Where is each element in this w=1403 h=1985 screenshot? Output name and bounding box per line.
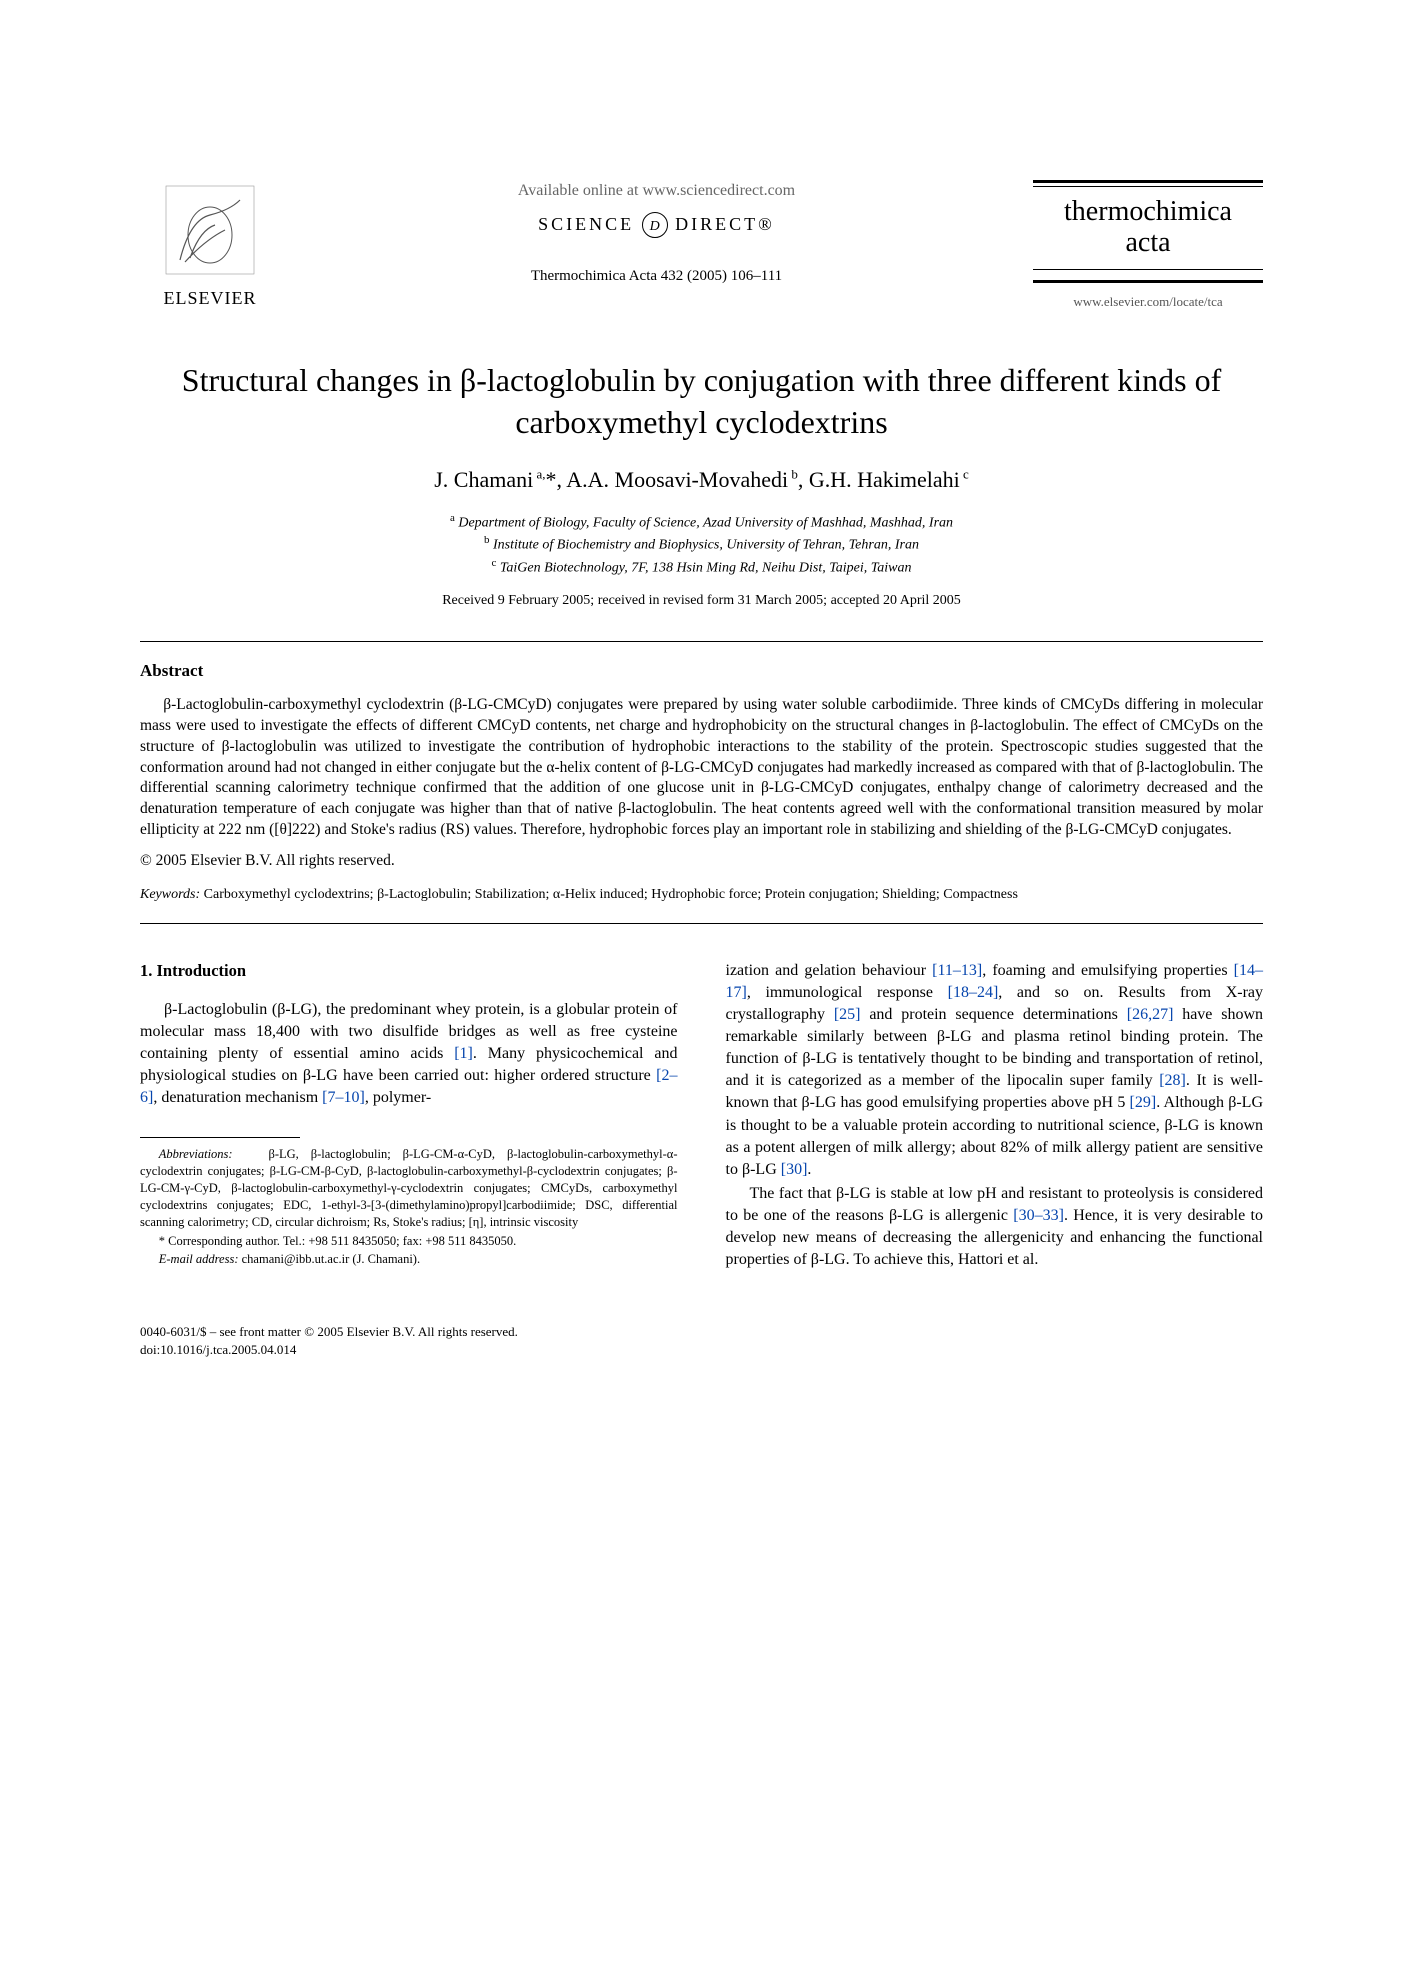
email-footnote: E-mail address: chamani@ibb.ut.ac.ir (J.…: [140, 1251, 678, 1268]
abstract-copyright: © 2005 Elsevier B.V. All rights reserved…: [140, 851, 1263, 872]
ref-link[interactable]: [2–6]: [140, 1067, 678, 1106]
email-address: chamani@ibb.ut.ac.ir (J. Chamani).: [242, 1252, 420, 1266]
ref-link[interactable]: [25]: [834, 1006, 861, 1023]
sciencedirect-left: SCIENCE: [538, 214, 634, 234]
page-footer: 0040-6031/$ – see front matter © 2005 El…: [140, 1323, 1263, 1358]
intro-para-right-1: ization and gelation behaviour [11–13], …: [726, 960, 1264, 1181]
abstract-heading: Abstract: [140, 660, 1263, 683]
body-columns: 1. Introduction β-Lactoglobulin (β-LG), …: [140, 960, 1263, 1273]
sciencedirect-circle-icon: d: [642, 212, 668, 238]
footnotes-block: Abbreviations: β-LG, β-lactoglobulin; β-…: [140, 1146, 678, 1268]
intro-para-left: β-Lactoglobulin (β-LG), the predominant …: [140, 999, 678, 1109]
ref-link[interactable]: [1]: [454, 1045, 473, 1062]
journal-name: thermochimica acta: [1033, 197, 1263, 259]
footnote-rule: [140, 1137, 300, 1138]
footer-doi: doi:10.1016/j.tca.2005.04.014: [140, 1341, 1263, 1359]
email-label: E-mail address:: [159, 1252, 239, 1266]
ref-link[interactable]: [30–33]: [1013, 1207, 1064, 1224]
ref-link[interactable]: [28]: [1159, 1072, 1186, 1089]
sciencedirect-logo: SCIENCE d DIRECT®: [300, 212, 1013, 239]
rule-thin: [1033, 186, 1263, 187]
ref-link[interactable]: [11–13]: [932, 962, 982, 979]
horizontal-rule: [140, 923, 1263, 924]
journal-name-line2: acta: [1125, 227, 1170, 258]
rule-thick: [1033, 180, 1263, 183]
affiliations: a Department of Biology, Faculty of Scie…: [140, 511, 1263, 578]
available-online-text: Available online at www.sciencedirect.co…: [300, 180, 1013, 202]
journal-name-line1: thermochimica: [1064, 196, 1232, 227]
keywords-text: Carboxymethyl cyclodextrins; β-Lactoglob…: [204, 887, 1018, 902]
corresponding-author-footnote: * Corresponding author. Tel.: +98 511 84…: [140, 1233, 678, 1250]
ref-link[interactable]: [18–24]: [948, 984, 999, 1001]
footer-front-matter: 0040-6031/$ – see front matter © 2005 El…: [140, 1323, 1263, 1341]
affiliation-c: c TaiGen Biotechnology, 7F, 138 Hsin Min…: [140, 556, 1263, 578]
affiliation-b: b Institute of Biochemistry and Biophysi…: [140, 533, 1263, 555]
elsevier-logo-icon: [160, 180, 260, 280]
abstract-body: β-Lactoglobulin-carboxymethyl cyclodextr…: [140, 695, 1263, 841]
left-column: 1. Introduction β-Lactoglobulin (β-LG), …: [140, 960, 678, 1273]
journal-header: ELSEVIER Available online at www.science…: [140, 180, 1263, 310]
intro-para-right-2: The fact that β-LG is stable at low pH a…: [726, 1183, 1264, 1271]
sciencedirect-right: DIRECT®: [675, 214, 775, 234]
keywords-line: Keywords: Carboxymethyl cyclodextrins; β…: [140, 886, 1263, 905]
authors-line: J. Chamani a,*, A.A. Moosavi-Movahedi b,…: [140, 465, 1263, 495]
rule-thick: [1033, 280, 1263, 283]
journal-citation: Thermochimica Acta 432 (2005) 106–111: [300, 266, 1013, 286]
header-center: Available online at www.sciencedirect.co…: [280, 180, 1033, 287]
ref-link[interactable]: [7–10]: [322, 1089, 365, 1106]
right-column: ization and gelation behaviour [11–13], …: [726, 960, 1264, 1273]
horizontal-rule: [140, 641, 1263, 642]
abbreviations-footnote: Abbreviations: β-LG, β-lactoglobulin; β-…: [140, 1146, 678, 1230]
abbrev-label: Abbreviations:: [159, 1147, 233, 1161]
publisher-block: ELSEVIER: [140, 180, 280, 310]
keywords-label: Keywords:: [140, 887, 200, 902]
ref-link[interactable]: [30]: [781, 1161, 808, 1178]
ref-link[interactable]: [26,27]: [1127, 1006, 1174, 1023]
ref-link[interactable]: [29]: [1130, 1094, 1157, 1111]
article-title: Structural changes in β-lactoglobulin by…: [140, 360, 1263, 443]
publisher-name: ELSEVIER: [140, 286, 280, 310]
journal-title-block: thermochimica acta www.elsevier.com/loca…: [1033, 180, 1263, 310]
section-heading-introduction: 1. Introduction: [140, 960, 678, 983]
article-dates: Received 9 February 2005; received in re…: [140, 592, 1263, 611]
journal-url: www.elsevier.com/locate/tca: [1033, 293, 1263, 311]
affiliation-a: a Department of Biology, Faculty of Scie…: [140, 511, 1263, 533]
rule-thin: [1033, 269, 1263, 270]
